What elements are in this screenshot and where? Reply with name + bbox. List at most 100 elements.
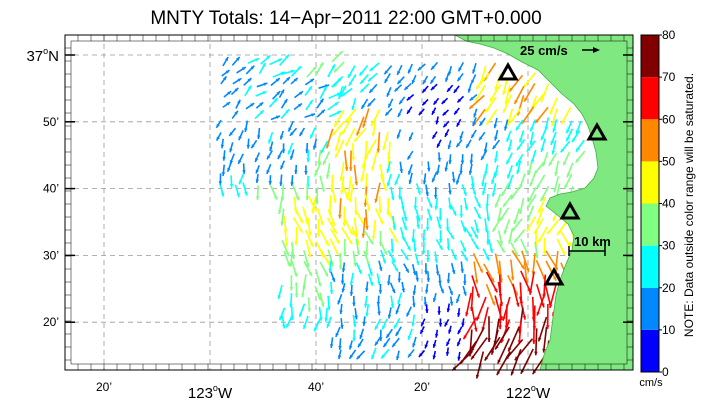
current-vector: [341, 262, 346, 273]
current-vector: [406, 94, 415, 101]
current-vector: [534, 241, 539, 259]
vector-head-icon: [336, 239, 340, 244]
vector-head-icon: [437, 311, 441, 315]
current-vector: [468, 94, 485, 110]
station-marker-icon: [497, 61, 519, 81]
vector-shaft: [465, 292, 472, 317]
current-vector: [460, 154, 465, 165]
vector-head-icon: [371, 235, 376, 240]
vector-shaft: [470, 337, 488, 360]
current-vector: [290, 77, 299, 85]
current-vector: [507, 139, 513, 152]
current-vector: [348, 349, 357, 360]
current-vector: [283, 250, 291, 267]
vector-head-icon: [227, 91, 232, 95]
current-vector: [478, 131, 486, 141]
current-vector: [430, 83, 438, 91]
vector-head-icon: [326, 323, 330, 328]
current-vector: [411, 314, 415, 327]
current-vector: [307, 297, 311, 312]
vector-head-icon: [267, 155, 271, 160]
current-vector: [330, 228, 341, 245]
vector-head-icon: [519, 138, 523, 143]
current-vector: [519, 173, 526, 189]
current-vector: [215, 132, 222, 142]
vector-shaft: [484, 336, 501, 362]
vector-head-icon: [255, 196, 260, 201]
current-vector: [397, 271, 402, 283]
current-vector: [221, 164, 226, 176]
vector-head-icon: [475, 97, 479, 102]
vector-head-icon: [220, 144, 225, 149]
vector-head-icon: [485, 108, 490, 113]
vector-shaft: [537, 316, 548, 342]
current-vector: [470, 129, 477, 139]
current-vector: [435, 264, 440, 276]
vector-head-icon: [309, 99, 313, 104]
vector-head-icon: [422, 101, 427, 106]
vector-head-icon: [369, 67, 374, 72]
current-vector: [270, 77, 281, 87]
current-vector: [229, 175, 234, 188]
vector-head-icon: [413, 205, 418, 210]
current-vector: [483, 263, 495, 283]
vector-head-icon: [439, 245, 443, 250]
current-vector: [340, 273, 345, 285]
vector-head-icon: [305, 196, 309, 201]
vector-head-icon: [325, 174, 330, 179]
current-vector: [425, 304, 429, 314]
current-vector: [496, 239, 506, 253]
current-vector: [378, 283, 383, 294]
vector-head-icon: [418, 353, 423, 357]
vector-head-icon: [508, 239, 512, 244]
vector-head-icon: [463, 281, 467, 285]
vector-head-icon: [255, 169, 259, 174]
current-vector: [484, 218, 489, 233]
vector-head-icon: [408, 180, 413, 185]
current-vector: [349, 150, 353, 171]
current-vector: [446, 238, 451, 251]
current-vector: [378, 195, 382, 214]
current-vector: [366, 98, 376, 108]
current-vector: [556, 238, 566, 256]
vector-head-icon: [401, 288, 406, 293]
vector-head-icon: [433, 194, 438, 199]
vector-head-icon: [510, 119, 514, 123]
vector-head-icon: [566, 242, 570, 247]
current-vector: [354, 307, 358, 320]
vector-head-icon: [306, 158, 310, 163]
vector-head-icon: [425, 227, 430, 231]
current-vector: [245, 65, 255, 75]
vector-head-icon: [412, 291, 417, 296]
current-vector: [492, 139, 501, 150]
vector-head-icon: [275, 115, 280, 119]
current-vector: [575, 139, 585, 153]
vector-shaft: [529, 271, 535, 295]
vector-head-icon: [241, 67, 246, 71]
current-vector: [367, 273, 374, 287]
vector-head-icon: [433, 100, 438, 105]
vector-head-icon: [516, 126, 520, 131]
current-vector: [474, 84, 486, 102]
current-vector: [469, 153, 474, 165]
vector-head-icon: [529, 182, 534, 187]
current-vector: [540, 138, 546, 153]
current-vector: [341, 117, 353, 135]
vector-head-icon: [473, 113, 477, 118]
vector-head-icon: [304, 171, 308, 175]
vector-head-icon: [382, 146, 386, 151]
current-vector: [354, 208, 366, 226]
vector-head-icon: [527, 171, 532, 175]
current-vector: [374, 336, 382, 346]
current-vector: [465, 139, 472, 149]
vector-head-icon: [242, 170, 246, 174]
vector-head-icon: [369, 89, 374, 93]
current-vector: [455, 293, 461, 304]
vector-head-icon: [564, 184, 568, 189]
vector-head-icon: [485, 256, 490, 261]
vector-head-icon: [481, 182, 485, 187]
vector-head-icon: [421, 250, 426, 255]
current-vector: [471, 275, 480, 298]
scale-bar: 10 km: [568, 234, 611, 256]
current-vector: [485, 193, 489, 208]
